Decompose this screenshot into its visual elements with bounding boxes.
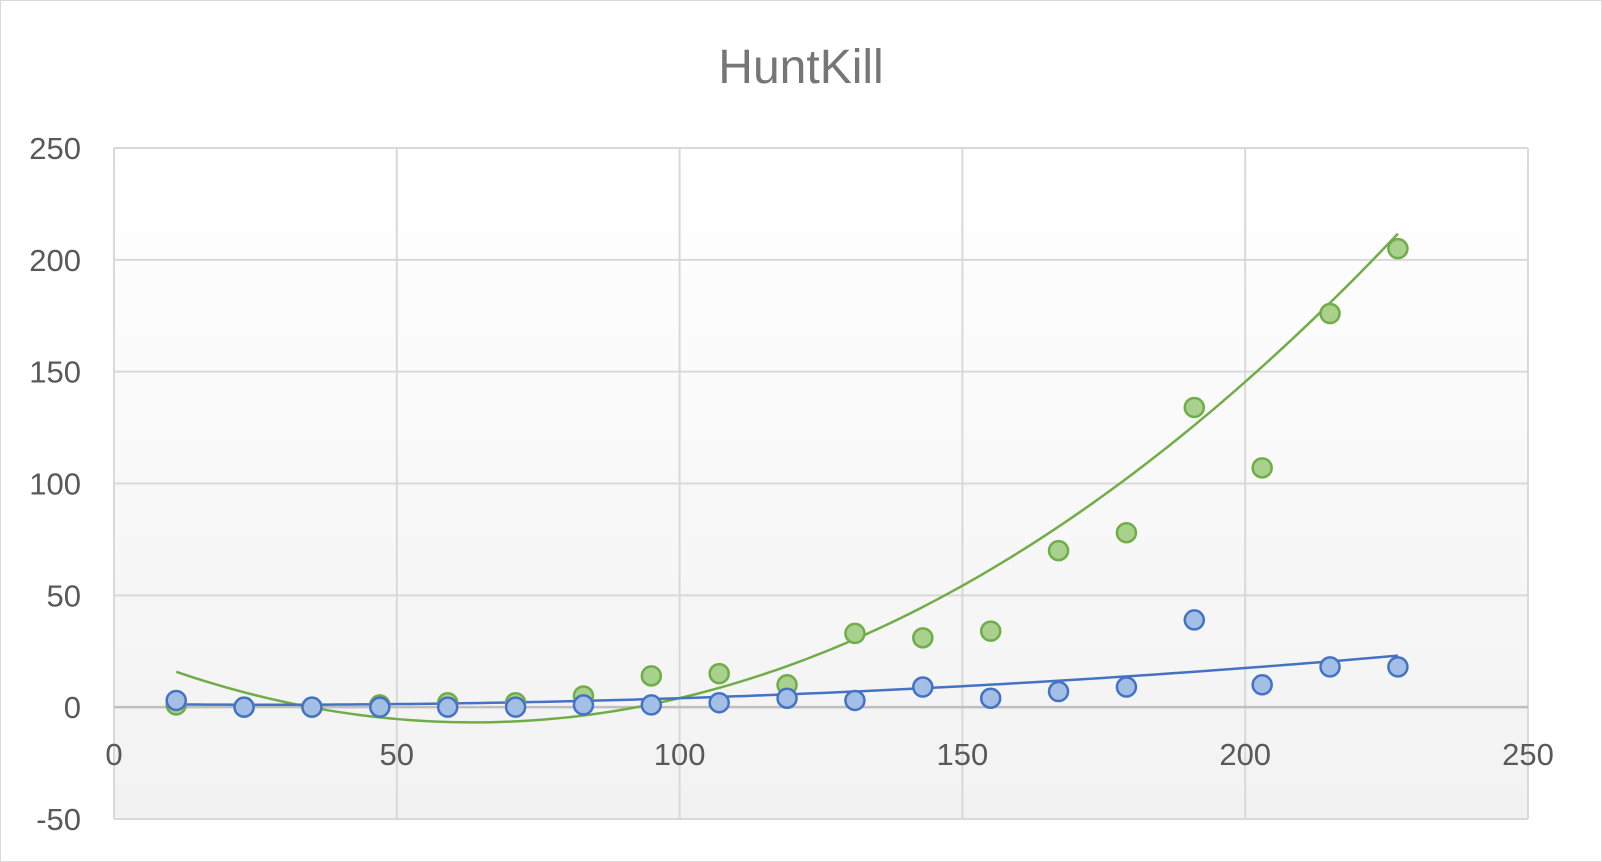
point-series-2 xyxy=(1319,656,1341,678)
point-series-2 xyxy=(640,694,663,716)
point-series-2 xyxy=(165,689,187,712)
x-tick-label: 250 xyxy=(1502,737,1554,772)
point-series-1 xyxy=(640,665,663,687)
point-series-1 xyxy=(844,622,866,645)
x-tick-label: 0 xyxy=(105,737,122,772)
point-series-2 xyxy=(1387,656,1409,678)
point-series-2 xyxy=(708,691,730,714)
point-series-2 xyxy=(1183,609,1206,631)
point-series-1 xyxy=(1319,302,1341,325)
x-tick-label: 200 xyxy=(1219,737,1271,772)
point-series-1 xyxy=(1251,457,1273,479)
y-tick-label: -50 xyxy=(36,802,81,837)
chart-title: HuntKill xyxy=(718,41,883,94)
x-tick-label: 150 xyxy=(937,737,989,772)
point-series-1 xyxy=(1387,237,1409,260)
x-tick-label: 100 xyxy=(654,737,706,772)
y-tick-label: 200 xyxy=(29,243,81,278)
point-series-2 xyxy=(912,676,934,698)
point-series-2 xyxy=(979,687,1002,709)
point-series-2 xyxy=(844,689,866,712)
point-series-2 xyxy=(436,696,459,718)
point-series-2 xyxy=(369,696,391,718)
point-series-2 xyxy=(572,694,595,716)
point-series-2 xyxy=(233,696,255,718)
point-series-2 xyxy=(1115,676,1138,698)
point-series-2 xyxy=(776,687,798,709)
point-series-1 xyxy=(1115,521,1138,544)
point-series-2 xyxy=(1047,680,1070,703)
point-series-1 xyxy=(1183,396,1206,419)
x-tick-label: 50 xyxy=(380,737,414,772)
point-series-1 xyxy=(979,620,1002,642)
point-series-1 xyxy=(1047,539,1070,562)
y-tick-label: 250 xyxy=(29,131,81,166)
tick-labels: 0 50 100 150 200 250 -50 0 50 100 150 200 250 xyxy=(29,131,1554,837)
point-series-2 xyxy=(301,696,323,718)
point-series-2 xyxy=(504,696,527,718)
point-series-2 xyxy=(1251,674,1273,696)
y-tick-label: 0 xyxy=(64,690,81,725)
y-tick-label: 150 xyxy=(29,355,81,390)
y-tick-label: 100 xyxy=(29,467,81,502)
point-series-1 xyxy=(708,662,730,685)
data-points xyxy=(165,237,1409,718)
y-tick-label: 50 xyxy=(47,578,81,613)
point-series-1 xyxy=(912,627,934,649)
